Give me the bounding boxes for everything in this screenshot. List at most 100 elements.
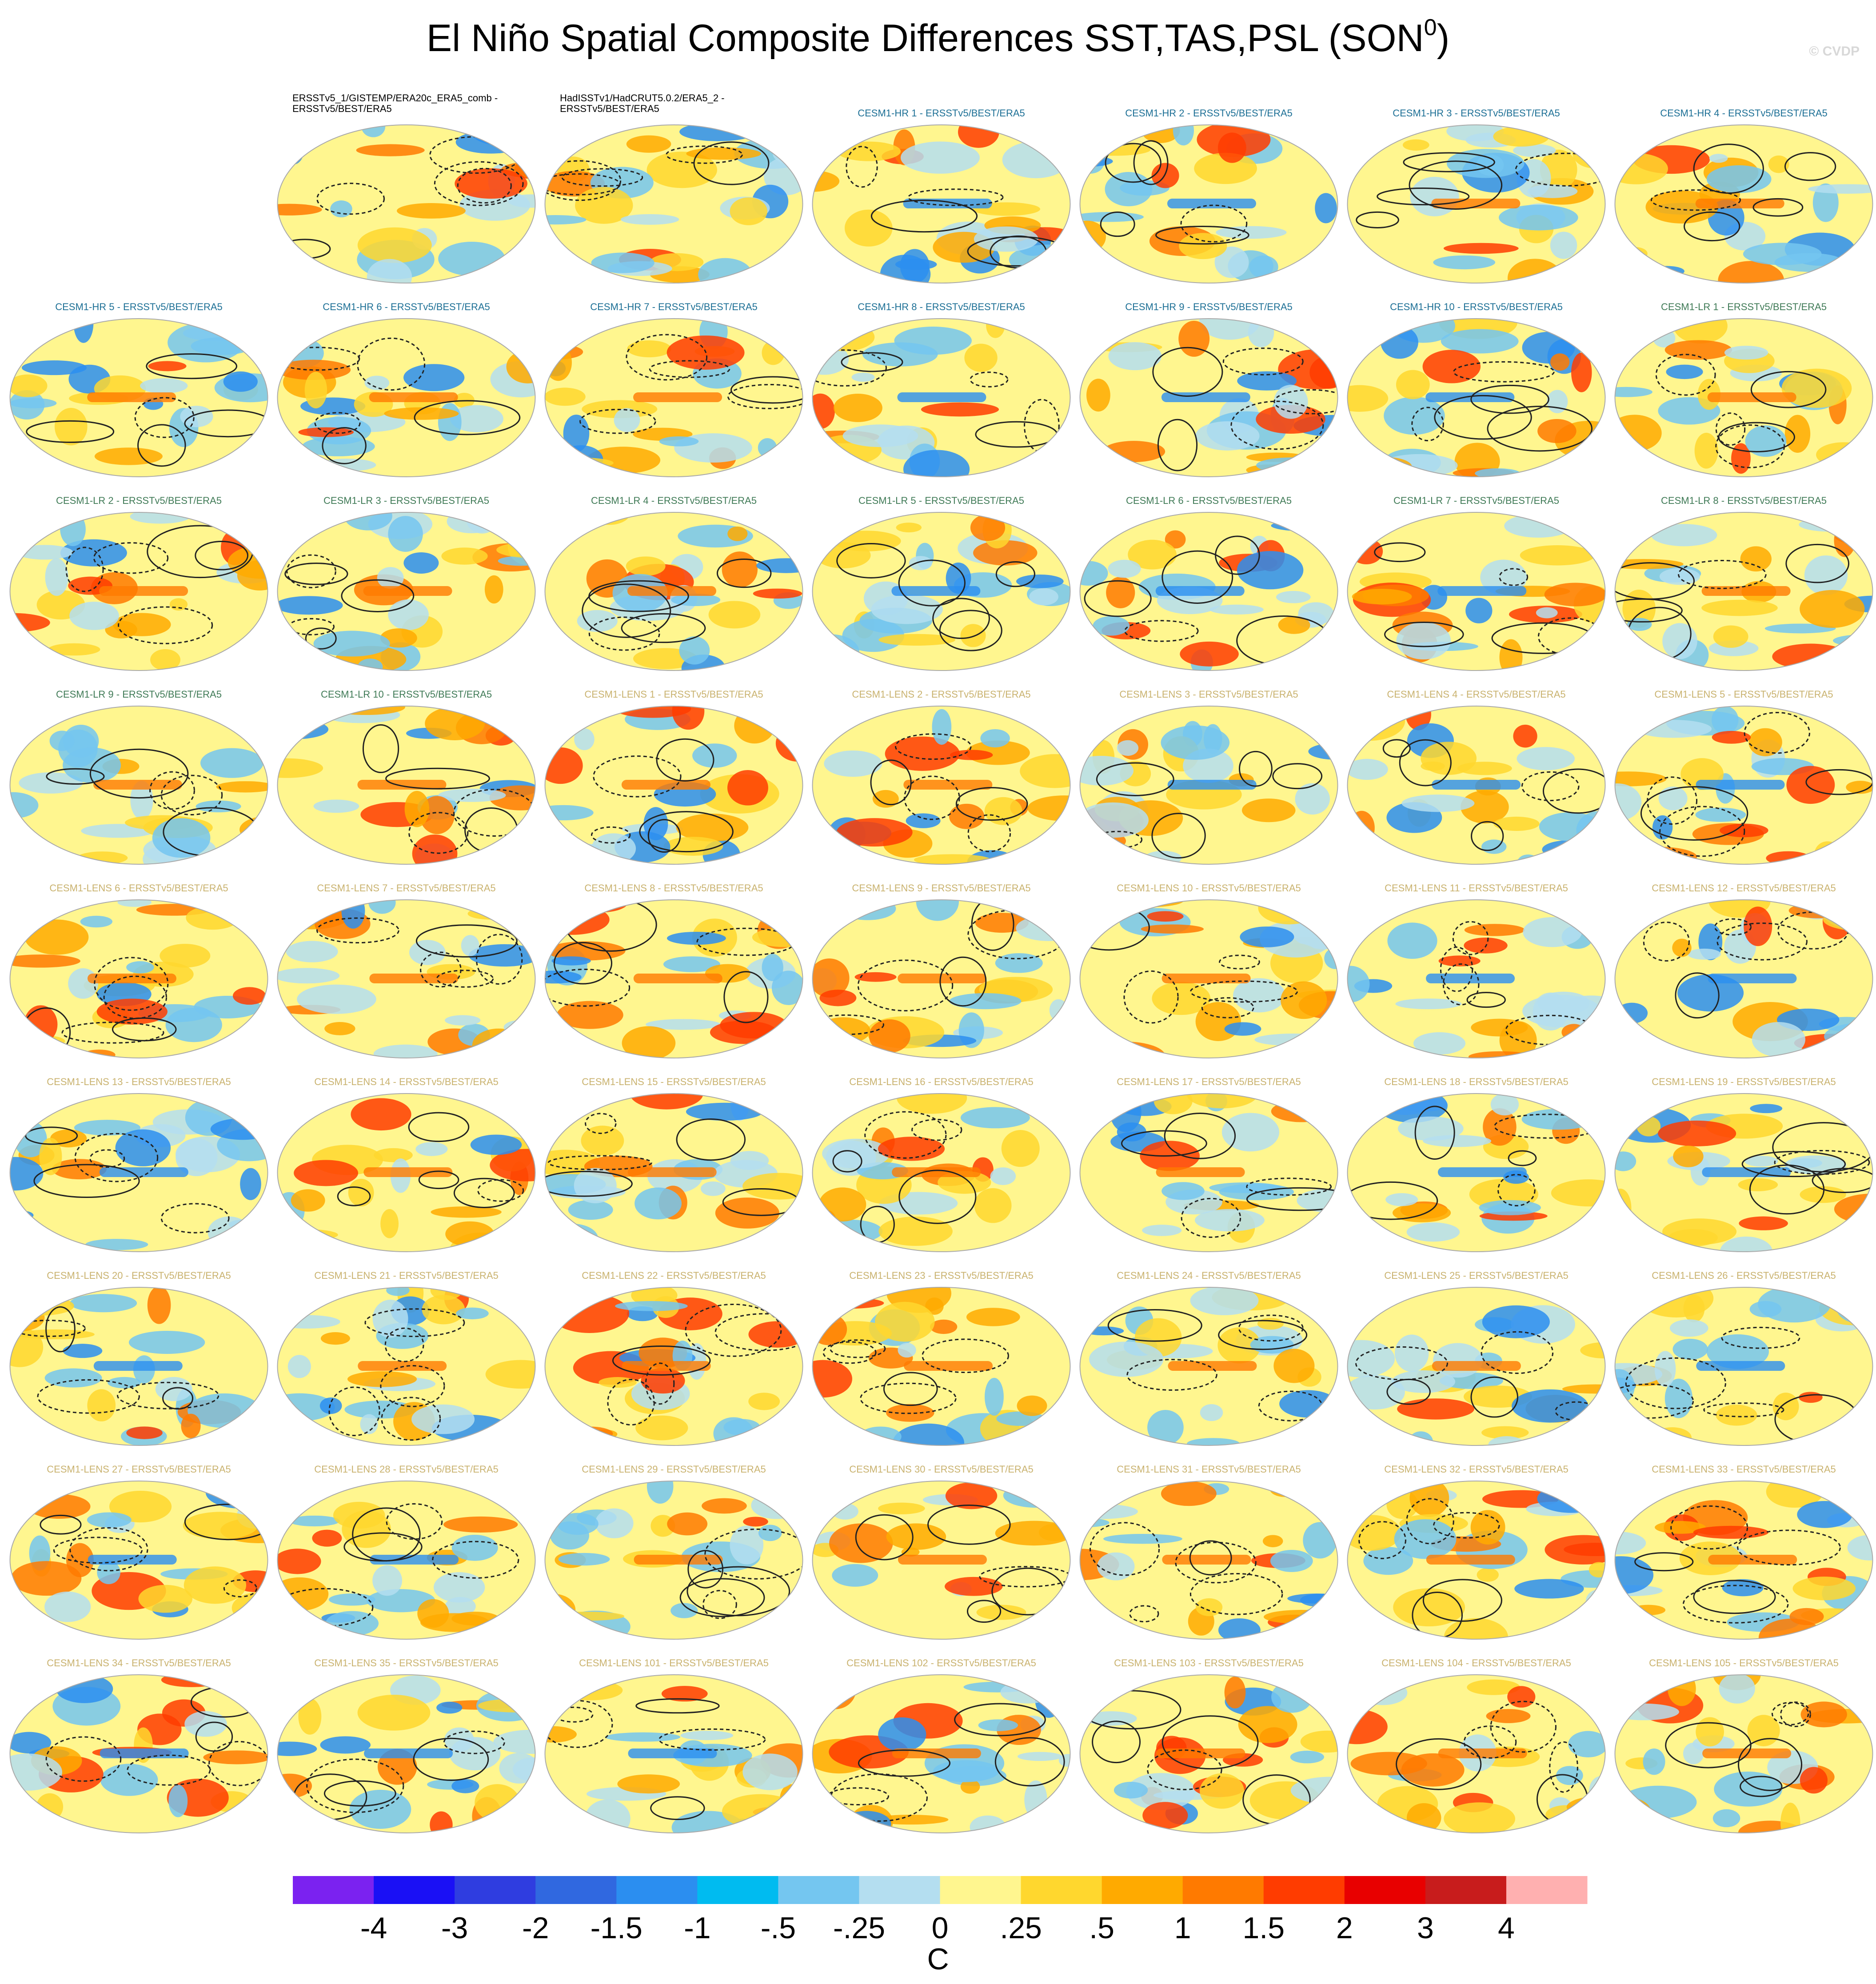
anomaly-blob	[1605, 438, 1626, 466]
anomaly-blob	[966, 1308, 1020, 1326]
map-panel: CESM1-LENS 13 - ERSSTv5/BEST/ERA5	[0, 1076, 292, 1252]
anomaly-blob	[1670, 1319, 1708, 1337]
anomaly-blob	[411, 1405, 475, 1434]
colorbar-label: 3	[1417, 1911, 1434, 1945]
equatorial-band	[364, 1748, 453, 1758]
anomaly-blob	[1313, 515, 1351, 553]
anomaly-blob	[878, 1217, 953, 1246]
equatorial-band	[892, 1167, 981, 1177]
equatorial-band	[363, 1167, 452, 1177]
anomaly-blob	[239, 816, 296, 843]
anomaly-blob	[978, 1719, 1018, 1731]
colorbar-label: 4	[1498, 1911, 1515, 1945]
map-panel: CESM1-HR 5 - ERSSTv5/BEST/ERA5	[8, 301, 286, 481]
anomaly-blob	[829, 1523, 893, 1563]
equatorial-band	[100, 1748, 189, 1758]
panel-title: CESM1-LENS 34 - ERSSTv5/BEST/ERA5	[47, 1657, 231, 1669]
anomaly-blob	[1696, 1717, 1724, 1747]
anomaly-blob	[358, 1695, 431, 1731]
panel-title: CESM1-HR 3 - ERSSTv5/BEST/ERA5	[1393, 108, 1560, 119]
anomaly-blob	[538, 747, 583, 784]
anomaly-blob	[1550, 353, 1569, 371]
anomaly-blob	[1713, 625, 1748, 647]
anomaly-blob	[367, 259, 412, 295]
anomaly-blob	[1514, 1579, 1584, 1598]
map-panel: CESM1-LENS 24 - ERSSTv5/BEST/ERA5	[1080, 1270, 1338, 1456]
anomaly-blob	[117, 898, 152, 907]
anomaly-blob	[1290, 1751, 1324, 1763]
anomaly-blob	[1387, 922, 1437, 959]
map-panel: CESM1-LENS 27 - ERSSTv5/BEST/ERA5	[0, 1464, 296, 1639]
panel-title: CESM1-LENS 1 - ERSSTv5/BEST/ERA5	[584, 689, 763, 700]
colorbar-box	[1183, 1876, 1264, 1904]
anomaly-blob	[842, 424, 918, 447]
anomaly-blob	[1254, 1034, 1332, 1046]
map-panel: CESM1-HR 6 - ERSSTv5/BEST/ERA5	[269, 300, 552, 477]
anomaly-blob	[1331, 385, 1388, 412]
anomaly-blob	[970, 514, 1005, 541]
map-panel: CESM1-LENS 2 - ERSSTv5/BEST/ERA5	[790, 689, 1101, 874]
panel-title: CESM1-LENS 14 - ERSSTv5/BEST/ERA5	[314, 1076, 498, 1087]
anomaly-blob	[713, 1417, 754, 1449]
anomaly-blob	[68, 968, 98, 999]
equatorial-band	[634, 974, 722, 983]
anomaly-blob	[1147, 1410, 1184, 1445]
anomaly-blob	[1551, 1179, 1626, 1206]
anomaly-blob	[156, 1377, 192, 1401]
anomaly-blob	[1042, 1626, 1078, 1644]
panel-title: CESM1-LENS 25 - ERSSTv5/BEST/ERA5	[1384, 1270, 1568, 1281]
anomaly-blob	[1142, 1225, 1181, 1236]
anomaly-blob	[1089, 1341, 1164, 1377]
colorbar-label: -4	[360, 1911, 387, 1945]
anomaly-blob	[1018, 1752, 1062, 1761]
anomaly-blob	[1083, 1326, 1124, 1335]
anomaly-blob	[1285, 1433, 1325, 1456]
anomaly-blob	[374, 1045, 438, 1063]
colorbar-box	[293, 1876, 374, 1904]
anomaly-blob	[1806, 115, 1848, 140]
anomaly-blob	[1024, 307, 1061, 341]
anomaly-blob	[1444, 1802, 1515, 1835]
anomaly-blob	[599, 1377, 637, 1388]
title-text: El Niño Spatial Composite Differences SS…	[427, 17, 1424, 60]
anomaly-blob	[1789, 903, 1849, 918]
map-panel: CESM1-LENS 103 - ERSSTv5/BEST/ERA5	[1076, 1657, 1369, 1833]
anomaly-blob	[909, 556, 932, 570]
anomaly-blob	[10, 526, 34, 543]
anomaly-blob	[1395, 998, 1461, 1009]
map-panel: CESM1-LENS 4 - ERSSTv5/BEST/ERA5	[1334, 689, 1621, 870]
anomaly-blob	[1444, 243, 1519, 254]
anomaly-blob	[1636, 720, 1712, 738]
anomaly-blob	[451, 1779, 479, 1793]
anomaly-blob	[1724, 346, 1768, 359]
anomaly-blob	[1086, 1042, 1166, 1071]
panel-title: CESM1-LENS 32 - ERSSTv5/BEST/ERA5	[1384, 1464, 1568, 1475]
equatorial-band	[99, 586, 188, 596]
map-panel: CESM1-LENS 14 - ERSSTv5/BEST/ERA5	[241, 1076, 564, 1267]
anomaly-blob	[581, 1126, 624, 1156]
anomaly-blob	[1620, 1786, 1696, 1819]
anomaly-blob	[373, 1300, 408, 1338]
panel-title: CESM1-LR 7 - ERSSTv5/BEST/ERA5	[1393, 495, 1559, 506]
anomaly-blob	[348, 1179, 374, 1206]
anomaly-blob	[1396, 622, 1451, 659]
colorbar-label: -1	[684, 1911, 710, 1945]
anomaly-blob	[605, 1733, 680, 1742]
anomaly-blob	[161, 1673, 223, 1687]
colorbar-label: -.25	[833, 1911, 885, 1945]
anomaly-blob	[87, 1389, 116, 1421]
anomaly-blob	[140, 378, 188, 393]
equatorial-band	[904, 1361, 993, 1371]
map-panel: CESM1-LR 5 - ERSSTv5/BEST/ERA5	[802, 495, 1075, 671]
equatorial-band	[1696, 1361, 1785, 1371]
anomaly-blob	[268, 1516, 287, 1527]
map-panel: CESM1-LENS 101 - ERSSTv5/BEST/ERA5	[529, 1657, 829, 1844]
anomaly-blob	[320, 1397, 342, 1414]
colorbar-label: -.5	[761, 1911, 796, 1945]
equatorial-band	[94, 1361, 183, 1371]
map-panel: ERSSTv5_1/GISTEMP/ERA20c_ERA5_comb -ERSS…	[256, 92, 568, 295]
anomaly-blob	[1568, 1731, 1608, 1757]
anomaly-blob	[845, 210, 893, 247]
anomaly-blob	[974, 227, 1038, 252]
anomaly-blob	[1304, 1092, 1328, 1124]
